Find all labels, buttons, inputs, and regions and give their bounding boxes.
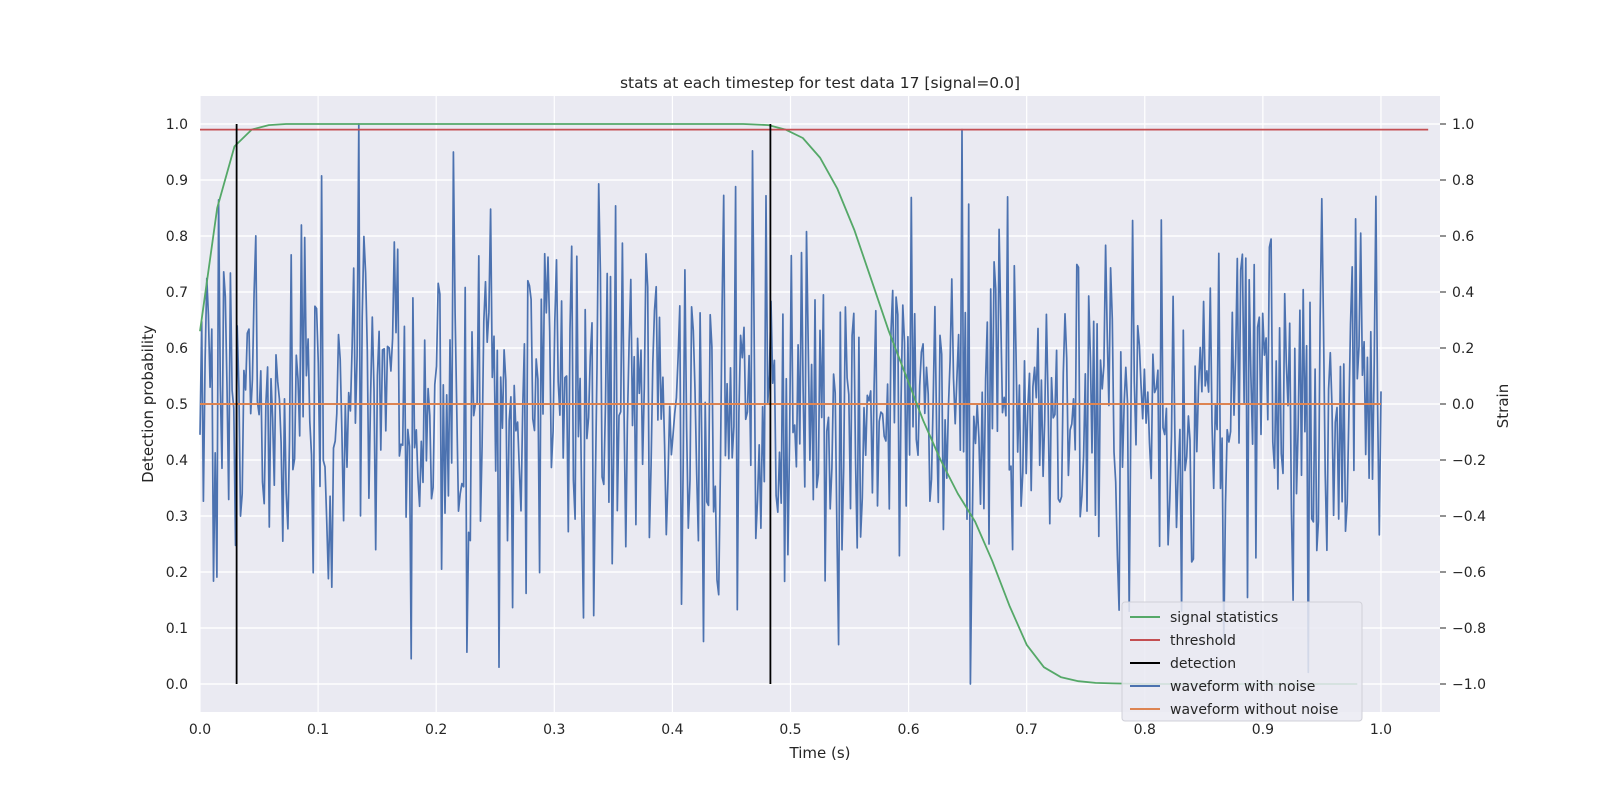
- x-tick-label: 0.6: [897, 722, 919, 738]
- y-left-tick-label: 0.1: [166, 621, 188, 637]
- y-right-tick-label: −0.2: [1452, 453, 1486, 469]
- y-axis-left-label: Detection probability: [139, 325, 157, 483]
- x-tick-label: 0.7: [1016, 722, 1038, 738]
- x-tick-label: 0.8: [1134, 722, 1156, 738]
- y-right-tick-label: 0.2: [1452, 341, 1474, 357]
- series-signal-statistics: [199, 123, 1358, 685]
- x-tick-label: 0.3: [543, 722, 565, 738]
- y-right-tick-label: 0.4: [1452, 285, 1474, 301]
- legend-label: waveform with noise: [1170, 679, 1315, 695]
- y-left-tick-label: 0.0: [166, 677, 188, 693]
- y-axis-right-label: Strain: [1494, 384, 1512, 428]
- y-right-tick-label: 1.0: [1452, 117, 1474, 133]
- x-axis-label: Time (s): [789, 744, 851, 762]
- y-left-tick-label: 0.2: [166, 565, 188, 581]
- x-tick-label: 0.5: [779, 722, 801, 738]
- y-left-tick-label: 0.9: [166, 173, 188, 189]
- y-left-tick-label: 0.3: [166, 509, 188, 525]
- y-right-tick-label: 0.0: [1452, 397, 1474, 413]
- x-tick-label: 0.4: [661, 722, 683, 738]
- y-right-tick-label: 0.6: [1452, 229, 1474, 245]
- x-tick-label: 1.0: [1370, 722, 1392, 738]
- series-waveform-with-noise: [199, 123, 1382, 685]
- legend-label: threshold: [1170, 633, 1236, 649]
- x-tick-label: 0.1: [307, 722, 329, 738]
- y-right-tick-label: −0.6: [1452, 565, 1486, 581]
- y-left-tick-label: 1.0: [166, 117, 188, 133]
- x-tick-label: 0.9: [1252, 722, 1274, 738]
- series-layer: [199, 123, 1429, 685]
- x-tick-label: 0.2: [425, 722, 447, 738]
- y-right-tick-label: −0.8: [1452, 621, 1486, 637]
- y-left-tick-label: 0.7: [166, 285, 188, 301]
- y-left-tick-label: 0.4: [166, 453, 188, 469]
- legend-label: detection: [1170, 656, 1236, 672]
- legend: signal statistics threshold detection wavef…: [1121, 601, 1363, 722]
- legend-box: [1121, 601, 1363, 722]
- chart-title: stats at each timestep for test data 17 …: [620, 74, 1020, 92]
- y-left-tick-label: 0.8: [166, 229, 188, 245]
- x-tick-label: 0.0: [189, 722, 211, 738]
- ticks-layer: 0.0 0.1 0.2 0.3 0.4 0.5 0.6 0.7 0.8 0.9 1.0 0.0 0.1 0…: [166, 117, 1486, 738]
- y-right-tick-label: 0.8: [1452, 173, 1474, 189]
- y-left-tick-label: 0.6: [166, 341, 188, 357]
- y-right-tick-label: −1.0: [1452, 677, 1486, 693]
- y-right-tick-label: −0.4: [1452, 509, 1486, 525]
- legend-label: signal statistics: [1170, 610, 1278, 626]
- legend-label: waveform without noise: [1170, 702, 1338, 718]
- y-left-tick-label: 0.5: [166, 397, 188, 413]
